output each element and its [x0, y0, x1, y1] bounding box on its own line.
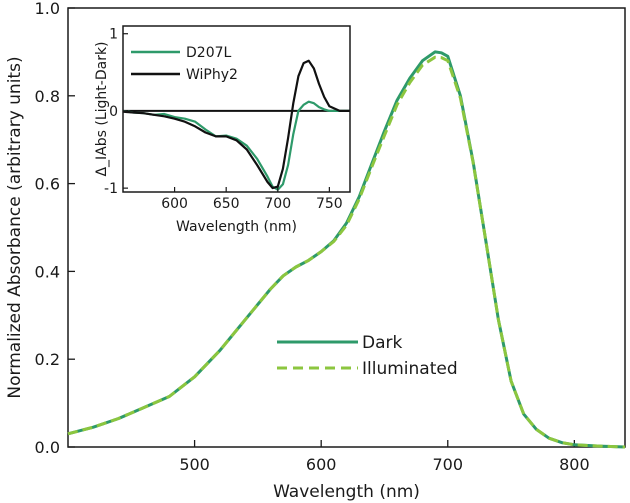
inset-legend: D207L WiPhy2: [131, 45, 238, 83]
inset-legend-label-d207l: D207L: [186, 45, 232, 61]
main-chart: 0.0 0.2 0.4 0.6 0.8 1.0 500 600 700 800 Normaliz…: [5, 0, 626, 502]
inset-plot-frame: [122, 25, 351, 193]
main-y-tick-label: 0.8: [35, 87, 60, 106]
main-y-tick-label: 0.0: [35, 438, 60, 457]
inset-y-tick-label: 1: [109, 27, 118, 43]
main-y-tick-label: 0.6: [35, 175, 60, 194]
main-x-tick-label: 700: [432, 455, 463, 474]
main-x-tick-label: 800: [559, 455, 590, 474]
inset-x-ticks: 600 650 700 750: [161, 187, 343, 212]
legend-label-illuminated: Illuminated: [362, 359, 458, 379]
main-y-tick-label: 0.4: [35, 262, 60, 281]
inset-series-line-wiphy2: [122, 59, 350, 190]
main-y-tick-label: 1.0: [35, 0, 60, 18]
inset-y-axis-label: Δ_IAbs (Light-Dark): [94, 41, 110, 176]
inset-legend-label-wiphy2: WiPhy2: [186, 67, 238, 83]
legend-label-dark: Dark: [362, 333, 402, 353]
inset-y-tick-label: -1: [104, 181, 118, 197]
main-series-line-illuminated: [67, 55, 626, 449]
main-x-axis-label: Wavelength (nm): [273, 482, 420, 502]
inset-x-tick-label: 700: [264, 196, 291, 212]
inset-series-line-d207l: [122, 100, 350, 191]
inset-y-ticks: -1 0 1: [104, 27, 128, 197]
main-series: [67, 50, 626, 449]
main-y-tick-label: 0.2: [35, 350, 60, 369]
main-plot-frame: [67, 7, 626, 448]
inset-x-axis-label: Wavelength (nm): [176, 219, 297, 235]
main-y-axis-label: Normalized Absorbance (arbitrary units): [5, 56, 25, 398]
main-x-tick-label: 600: [306, 455, 337, 474]
main-x-tick-label: 500: [179, 455, 210, 474]
inset-x-tick-label: 600: [161, 196, 188, 212]
inset-y-tick-label: 0: [109, 104, 118, 120]
main-x-ticks: 500 600 700 800: [179, 440, 590, 474]
inset-x-tick-label: 750: [316, 196, 343, 212]
inset-chart: -1 0 1 600 650 700 750 Δ_IAbs (Light-Dark) Wa…: [94, 25, 351, 235]
inset-background: [123, 26, 350, 192]
inset-x-tick-label: 650: [213, 196, 240, 212]
main-legend: Dark Illuminated: [277, 333, 458, 379]
main-y-ticks: 0.0 0.2 0.4 0.6 0.8 1.0: [35, 0, 75, 457]
inset-series: [122, 59, 350, 191]
